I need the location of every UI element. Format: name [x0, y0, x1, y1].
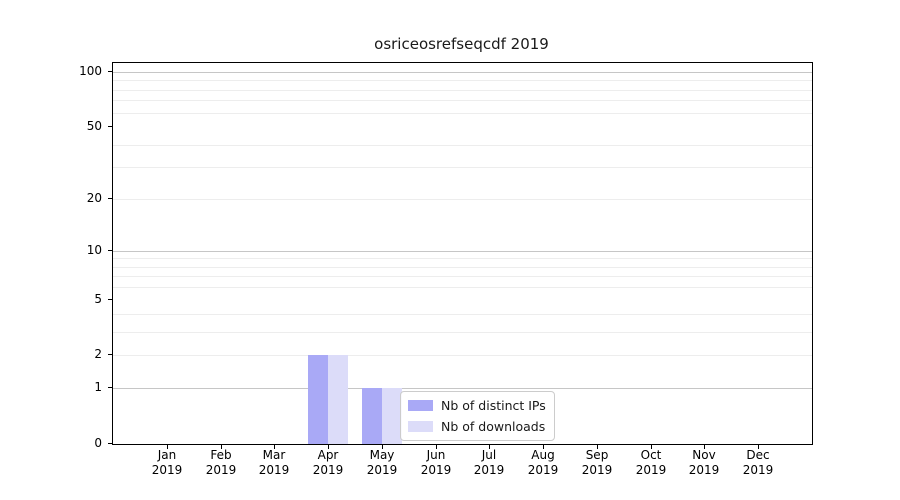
x-tick-label: Jun 2019	[420, 448, 452, 477]
x-tick-label: Mar 2019	[258, 448, 290, 477]
x-tick-mark	[758, 445, 759, 449]
gridline-minor	[113, 112, 812, 114]
y-tick-mark	[108, 354, 112, 356]
legend-label-downloads: Nb of downloads	[441, 419, 546, 434]
y-tick-label: 1	[94, 380, 102, 395]
x-tick-label: Sep 2019	[581, 448, 613, 477]
plot-area	[112, 62, 813, 445]
x-tick-label: Aug 2019	[527, 448, 559, 477]
x-tick-label: Jan 2019	[151, 448, 183, 477]
x-tick-label: May 2019	[366, 448, 398, 477]
y-tick-label: 0	[94, 436, 102, 450]
gridline-major	[113, 250, 812, 252]
x-tick-mark	[436, 445, 437, 449]
gridline-minor	[113, 276, 812, 278]
gridline-minor	[113, 266, 812, 268]
legend-item-downloads: Nb of downloads	[408, 418, 546, 435]
gridline-major	[113, 72, 812, 73]
gridline-minor	[113, 314, 812, 316]
gridline-minor	[113, 89, 812, 91]
y-tick-mark	[108, 249, 112, 251]
x-tick-mark	[382, 445, 383, 449]
gridline-minor	[113, 144, 812, 146]
y-tick-mark	[108, 443, 112, 444]
x-tick-mark	[274, 445, 275, 449]
legend-label-distinct-ips: Nb of distinct IPs	[441, 398, 546, 413]
x-tick-label: Dec 2019	[742, 448, 774, 477]
gridline-minor	[113, 355, 812, 357]
y-tick-mark	[108, 298, 112, 300]
x-tick-mark	[704, 445, 705, 449]
chart-title: osriceosrefseqcdf 2019	[374, 35, 549, 53]
gridline-minor	[113, 167, 812, 169]
x-tick-mark	[597, 445, 598, 449]
legend-item-distinct-ips: Nb of distinct IPs	[408, 397, 546, 414]
x-tick-mark	[651, 445, 652, 449]
x-tick-mark	[543, 445, 544, 449]
y-tick-label: 2	[94, 347, 102, 362]
x-tick-mark	[167, 445, 168, 449]
x-tick-label: Jul 2019	[473, 448, 505, 477]
x-tick-mark	[221, 445, 222, 449]
x-tick-label: Oct 2019	[635, 448, 667, 477]
y-tick-label: 100	[79, 64, 102, 78]
x-tick-label: Feb 2019	[205, 448, 237, 477]
gridline-minor	[113, 287, 812, 289]
legend-swatch-distinct-ips-icon	[408, 400, 433, 411]
x-tick-label: Nov 2019	[688, 448, 720, 477]
bar-nb-of-downloads-may-2019	[382, 388, 402, 444]
x-tick-mark	[328, 445, 329, 449]
y-tick-label: 20	[86, 190, 102, 205]
gridline-minor	[113, 80, 812, 82]
y-tick-label: 10	[86, 242, 102, 257]
y-tick-mark	[108, 71, 112, 72]
legend: Nb of distinct IPs Nb of downloads	[400, 391, 555, 441]
gridline-minor	[113, 332, 812, 334]
gridline-minor	[113, 198, 812, 200]
bar-nb-of-distinct-ips-may-2019	[362, 388, 382, 444]
bar-nb-of-downloads-apr-2019	[328, 355, 348, 444]
gridline-minor	[113, 100, 812, 102]
y-tick-label: 5	[94, 291, 102, 306]
y-tick-mark	[108, 387, 112, 389]
x-tick-label: Apr 2019	[312, 448, 344, 477]
y-tick-mark	[108, 126, 112, 128]
gridline-minor	[113, 258, 812, 260]
legend-swatch-downloads-icon	[408, 421, 433, 432]
bar-nb-of-distinct-ips-apr-2019	[308, 355, 328, 444]
x-tick-mark	[489, 445, 490, 449]
y-tick-mark	[108, 197, 112, 199]
y-tick-label: 50	[86, 119, 102, 134]
gridline-major	[113, 388, 812, 390]
